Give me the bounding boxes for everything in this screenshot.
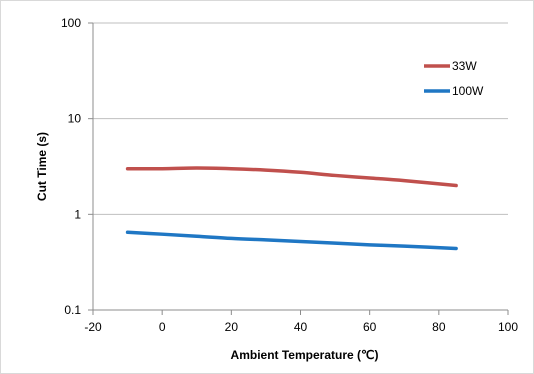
x-tick-label: 60: [363, 320, 377, 334]
y-tick-label: 0.1: [64, 303, 81, 317]
y-axis-title: Cut Time (s): [35, 132, 49, 201]
series-line-100w: [125, 230, 458, 251]
y-tick-labels: 0.1 1 10 100: [61, 16, 81, 317]
x-tick-label: 80: [432, 320, 446, 334]
y-tick-label: 100: [61, 16, 81, 30]
x-tick-label: 0: [159, 320, 166, 334]
x-axis-title: Ambient Temperature (℃): [231, 348, 379, 362]
series-line-33w: [125, 166, 458, 188]
legend-label: 100W: [452, 84, 484, 98]
series-lines: [125, 166, 458, 251]
x-tick-label: -20: [84, 320, 102, 334]
legend-label: 33W: [452, 59, 477, 73]
x-tick-label: 100: [498, 320, 518, 334]
legend: 33W 100W: [424, 59, 484, 98]
x-tick-labels: -20 0 20 40 60 80 100: [84, 320, 518, 334]
y-tick-label: 1: [74, 207, 81, 221]
x-tick-label: 20: [225, 320, 239, 334]
y-tick-label: 10: [68, 112, 82, 126]
axes: [88, 22, 509, 315]
x-tick-label: 40: [294, 320, 308, 334]
